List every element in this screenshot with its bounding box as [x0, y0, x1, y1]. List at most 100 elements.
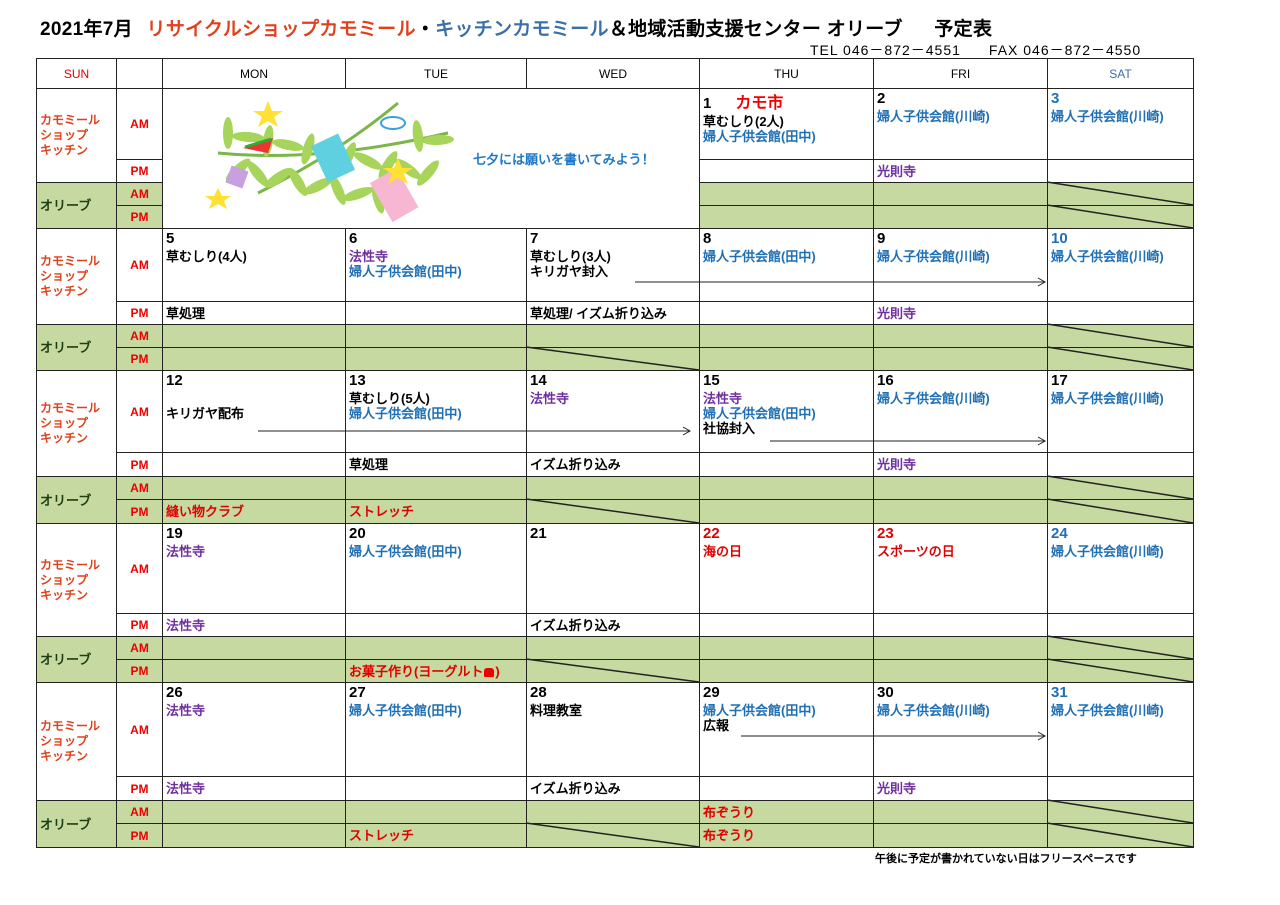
event-text: ストレッチ — [349, 504, 415, 519]
header-fri: FRI — [873, 58, 1048, 89]
olive-am-cell-3 — [1047, 182, 1194, 206]
olive-pm-cell-13: ストレッチ — [345, 499, 527, 524]
event-text: 法性寺 — [166, 781, 206, 796]
am-label: AM — [116, 476, 163, 500]
event-text: 布ぞうり — [703, 804, 756, 820]
pm-cell-16: 光則寺 — [873, 452, 1048, 477]
date-number: 22 — [703, 525, 720, 542]
event-text: 広報 — [703, 718, 730, 733]
event-text: 婦人子供会館(川崎) — [877, 109, 990, 124]
olive-am-cell-19 — [162, 636, 346, 660]
day-cell-15: 15 法性寺 婦人子供会館(田中) 社協封入 — [699, 370, 874, 453]
day-cell-16: 16 婦人子供会館(川崎) — [873, 370, 1048, 453]
event-text: 婦人子供会館(川崎) — [1051, 249, 1164, 264]
pm-label: PM — [116, 499, 163, 524]
event-text: 法性寺 — [166, 544, 206, 559]
pm-cell-28: イズム折り込み — [526, 776, 700, 801]
pm-cell-1 — [699, 159, 874, 183]
olive-pm-cell-29: 布ぞうり — [699, 823, 874, 848]
pm-cell-27 — [345, 776, 527, 801]
olive-am-cell-7 — [526, 324, 700, 348]
am-label: AM — [116, 324, 163, 348]
olive-am-cell-16 — [873, 476, 1048, 500]
event-text: 法性寺 — [349, 249, 389, 264]
event-text: 光則寺 — [877, 457, 917, 472]
pm-cell-22 — [699, 613, 874, 637]
title-shop: リサイクルショップカモミール — [146, 19, 416, 40]
row-label-olive: オリーブ — [36, 636, 117, 683]
day-cell-13: 13 草むしり(5人) 婦人子供会館(田中) — [345, 370, 527, 453]
event-text: 婦人子供会館(田中) — [703, 249, 816, 264]
day-cell-20: 20 婦人子供会館(田中) — [345, 523, 527, 614]
pm-label: PM — [116, 205, 163, 229]
olive-am-cell-26 — [162, 800, 346, 824]
olive-pm-cell-20: お菓子作り(ヨーグルト) — [345, 659, 527, 683]
olive-pm-cell-10 — [1047, 347, 1194, 371]
event-text — [166, 391, 342, 406]
pm-label: PM — [116, 159, 163, 183]
day-cell-23: 23 スポーツの日 — [873, 523, 1048, 614]
header-thu: THU — [699, 58, 874, 89]
event-text: 社協封入 — [703, 421, 756, 436]
pm-label: PM — [116, 452, 163, 477]
pm-cell-30: 光則寺 — [873, 776, 1048, 801]
header-sun: SUN — [36, 58, 117, 89]
event-text: 草むしり(3人) — [530, 249, 611, 264]
event-text: 婦人子供会館(田中) — [703, 129, 816, 144]
footer-note: 午後に予定が書かれていない日はフリースペースです — [875, 853, 1137, 865]
pm-cell-3 — [1047, 159, 1194, 183]
pm-cell-24 — [1047, 613, 1194, 637]
olive-am-cell-12 — [162, 476, 346, 500]
olive-pm-cell-5 — [162, 347, 346, 371]
date-number: 26 — [166, 684, 183, 701]
event-text: 婦人子供会館(川崎) — [1051, 391, 1164, 406]
date-number: 9 — [877, 230, 886, 247]
header-wed: WED — [526, 58, 700, 89]
olive-am-cell-28 — [526, 800, 700, 824]
event-text: イズム折り込み — [530, 781, 621, 796]
title-separator: ・ — [415, 19, 436, 40]
tanabata-image-cell: 七夕には願いを書いてみよう！ — [162, 88, 700, 229]
day-cell-30: 30 婦人子供会館(川崎) — [873, 682, 1048, 777]
olive-pm-cell-6 — [345, 347, 527, 371]
date-number: 19 — [166, 525, 183, 542]
pm-label: PM — [116, 659, 163, 683]
event-text: 法性寺 — [530, 391, 570, 406]
tanabata-message: 七夕には願いを書いてみよう！ — [473, 152, 655, 167]
date-number: 23 — [877, 525, 894, 542]
date-number: 15 — [703, 372, 720, 389]
olive-am-cell-13 — [345, 476, 527, 500]
olive-am-cell-6 — [345, 324, 527, 348]
event-text: 婦人子供会館(田中) — [349, 406, 462, 421]
event-text: 海の日 — [703, 544, 743, 559]
pm-cell-12 — [162, 452, 346, 477]
date-note: カモ市 — [735, 95, 784, 112]
day-cell-12: 12 キリガヤ配布 — [162, 370, 346, 453]
olive-am-cell-24 — [1047, 636, 1194, 660]
date-number: 12 — [166, 372, 183, 389]
olive-pm-cell-15 — [699, 499, 874, 524]
pm-cell-20 — [345, 613, 527, 637]
pm-cell-23 — [873, 613, 1048, 637]
olive-am-cell-2 — [873, 182, 1048, 206]
day-cell-14: 14 法性寺 — [526, 370, 700, 453]
pm-cell-17 — [1047, 452, 1194, 477]
date-number: 16 — [877, 372, 894, 389]
olive-pm-cell-16 — [873, 499, 1048, 524]
contact-info: TEL 046－872－4551 FAX 046－872－4550 — [810, 40, 1169, 60]
olive-am-cell-29: 布ぞうり — [699, 800, 874, 824]
olive-am-cell-30 — [873, 800, 1048, 824]
olive-pm-cell-23 — [873, 659, 1048, 683]
event-text: 婦人子供会館(川崎) — [1051, 544, 1164, 559]
pm-cell-5: 草処理 — [162, 301, 346, 325]
calendar-table: SUN MON TUE WED THU FRI SAT カモミール ショップ キッチン AM 七夕に… — [36, 58, 1194, 848]
date-number: 29 — [703, 684, 720, 701]
olive-pm-cell-1 — [699, 205, 874, 229]
am-label: AM — [116, 228, 163, 302]
event-text: 草処理/ イズム折り込み — [530, 305, 667, 321]
header-blank — [116, 58, 163, 89]
event-text: 光則寺 — [877, 305, 917, 321]
row-label-olive: オリーブ — [36, 476, 117, 524]
olive-pm-cell-28 — [526, 823, 700, 848]
event-text: 法性寺 — [166, 703, 206, 718]
